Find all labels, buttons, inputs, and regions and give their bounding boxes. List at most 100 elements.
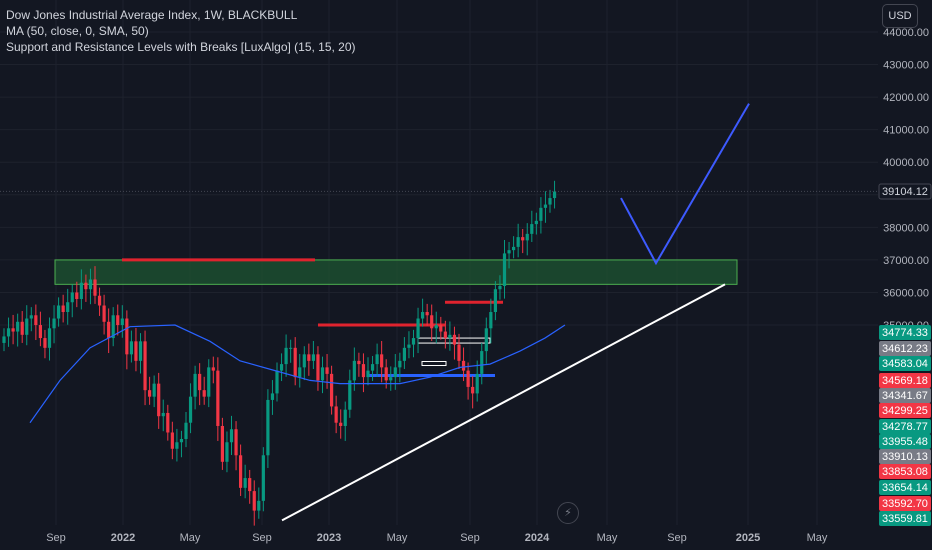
time-tick-label: May	[597, 532, 618, 544]
candle-body	[352, 360, 356, 381]
price-tag-bg	[879, 388, 931, 403]
candle-body	[534, 220, 538, 225]
price-tag: 34612.23	[879, 341, 931, 356]
candle-body	[216, 370, 220, 426]
price-tick-label: 43000.00	[883, 60, 929, 72]
price-tag-label: 34299.25	[882, 405, 928, 417]
time-tick-label: Sep	[460, 532, 480, 544]
candle-body	[161, 412, 165, 417]
candle-body	[266, 399, 270, 456]
candle-body	[202, 390, 206, 397]
candle-body	[452, 334, 457, 345]
indicator-sr-label[interactable]: Support and Resistance Levels with Break…	[6, 40, 356, 54]
candle-body	[475, 373, 479, 394]
candle-body	[25, 318, 29, 335]
price-tag-bg	[879, 464, 931, 479]
ma-line	[29, 324, 566, 424]
currency-button[interactable]: USD	[882, 4, 918, 28]
candle-body	[443, 331, 447, 339]
supply-zone-rect	[54, 259, 738, 285]
candle-body	[448, 334, 452, 339]
candle-body	[434, 325, 438, 329]
price-tag-label: 34278.77	[882, 421, 928, 433]
candle-body	[320, 367, 325, 381]
price-tag: 33592.70	[879, 496, 931, 511]
candle-body	[366, 370, 370, 378]
candle-body	[407, 344, 411, 348]
projection-path	[620, 103, 750, 266]
price-tag-label: 34341.67	[882, 390, 928, 402]
candle-body	[375, 354, 379, 365]
candle-body	[157, 383, 161, 417]
price-tag-bg	[879, 356, 931, 371]
candle-body	[471, 386, 475, 394]
candle-body	[138, 341, 143, 361]
price-tag: 34569.18	[879, 373, 931, 388]
candle-body	[480, 351, 484, 374]
candle-body	[270, 393, 275, 400]
candle-body	[97, 295, 102, 306]
candle-body	[348, 380, 352, 410]
price-tick-label: 36000.00	[883, 287, 929, 299]
time-tick-label: 2022	[111, 532, 135, 544]
candle-body	[457, 344, 461, 361]
time-tick-label: 2024	[525, 532, 550, 544]
symbol-title[interactable]: Dow Jones Industrial Average Index, 1W, …	[6, 8, 298, 22]
time-tick-label: Sep	[667, 532, 687, 544]
indicator-ma-label[interactable]: MA (50, close, 0, SMA, 50)	[6, 24, 149, 38]
candle-body	[125, 318, 129, 355]
price-tag-bg	[879, 419, 931, 434]
chart-legend: Dow Jones Industrial Average Index, 1W, …	[6, 7, 356, 55]
candle-body	[61, 305, 65, 313]
candle-body	[188, 396, 193, 423]
candle-body	[75, 292, 79, 299]
price-tag: 34278.77	[879, 419, 931, 434]
candle-body	[330, 373, 334, 407]
time-tick-label: May	[387, 532, 408, 544]
lightning-icon[interactable]: ⚡	[557, 502, 579, 524]
candle-body	[193, 373, 197, 397]
price-tags: 39104.12 34774.33 34612.23 34583.04 34569.18…	[878, 183, 932, 526]
candle-body	[311, 354, 315, 361]
price-tag-label: 33654.14	[882, 482, 928, 494]
price-tag-label: 34569.18	[882, 375, 928, 387]
candle-body	[430, 315, 434, 329]
candle-body	[461, 360, 466, 371]
candle-body	[20, 321, 24, 335]
candle-body	[530, 224, 534, 234]
candle-body	[225, 442, 229, 462]
candle-body	[29, 315, 33, 319]
candle-body	[484, 328, 488, 352]
candle-body	[248, 478, 252, 492]
price-tag-label: 33955.48	[882, 436, 928, 448]
candle-body	[416, 318, 420, 339]
candle-body	[498, 285, 502, 290]
time-tick-label: 2025	[736, 532, 760, 544]
candle-body	[239, 455, 243, 488]
candle-body	[229, 429, 234, 443]
candle-body	[543, 204, 548, 208]
candle-body	[52, 318, 56, 329]
price-tick-label: 38000.00	[883, 222, 929, 234]
candle-body	[143, 341, 147, 391]
candle-body	[43, 338, 47, 348]
candlestick-series	[2, 180, 557, 526]
price-tag-bg	[879, 403, 931, 418]
candle-body	[207, 367, 211, 397]
price-tag: 34341.67	[879, 388, 931, 403]
candle-body	[493, 289, 497, 313]
candle-body	[38, 325, 42, 339]
candle-body	[384, 367, 388, 381]
trend-drawings	[0, 103, 878, 522]
time-axis[interactable]: Sep 2022 May Sep 2023 May Sep 2024 May Sep 2025 May	[0, 526, 878, 550]
candle-body	[211, 367, 215, 371]
candle-body	[261, 455, 265, 501]
candle-body	[170, 432, 174, 449]
candle-body	[102, 305, 106, 322]
price-tag-label: 34612.23	[882, 343, 928, 355]
price-tag-bg	[879, 511, 931, 526]
candle-body	[316, 354, 320, 381]
candle-body	[393, 367, 397, 378]
price-tag-bg	[879, 480, 931, 495]
